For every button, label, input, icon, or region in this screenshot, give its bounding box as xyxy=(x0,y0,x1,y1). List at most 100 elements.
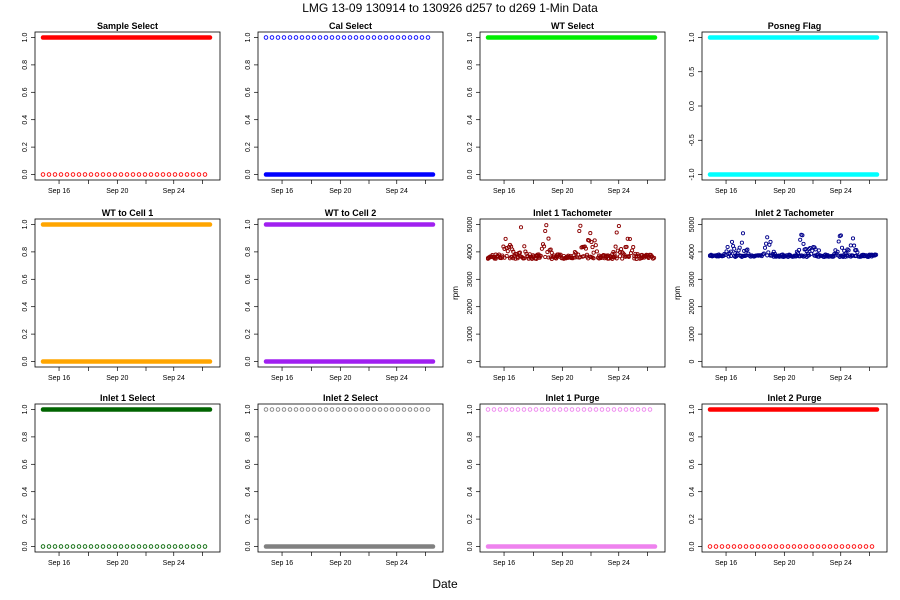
y-tick-label: 0.2 xyxy=(22,514,29,524)
data-point xyxy=(592,238,597,243)
data-point xyxy=(52,172,58,177)
y-tick-label: 0.0 xyxy=(22,542,29,552)
y-tick-label: 0.6 xyxy=(22,87,29,97)
data-point xyxy=(359,407,365,412)
plot-frame xyxy=(34,403,221,553)
data-point xyxy=(761,251,766,256)
data-point xyxy=(707,544,713,549)
data-point xyxy=(269,35,275,40)
y-tick-label: 0.2 xyxy=(22,142,29,152)
data-point xyxy=(106,172,112,177)
y-tick-label: 0.8 xyxy=(22,247,29,257)
data-point xyxy=(46,544,52,549)
data-point xyxy=(275,35,281,40)
x-tick-label: Sep 20 xyxy=(773,188,795,195)
y-tick-label: 0.0 xyxy=(689,542,696,552)
data-point xyxy=(485,407,491,412)
data-point xyxy=(160,544,166,549)
data-point xyxy=(112,544,118,549)
data-point xyxy=(76,544,82,549)
data-point xyxy=(614,256,619,261)
data-point xyxy=(178,172,184,177)
data-point xyxy=(545,407,551,412)
data-point xyxy=(383,35,389,40)
plot-frame xyxy=(479,403,666,553)
plot-frame xyxy=(34,218,221,368)
data-point xyxy=(845,544,851,549)
y-tick-label: 0.0 xyxy=(689,101,696,111)
data-point xyxy=(765,235,770,240)
panel-title: WT to Cell 1 xyxy=(102,208,154,218)
data-point xyxy=(762,245,768,250)
panel-12: Inlet 2 Purge 0.0 0.2 0.4 0.6 0.8 1.0 Sep 16 Sep… xyxy=(689,393,888,567)
data-point xyxy=(40,172,46,177)
data-point xyxy=(558,252,563,257)
data-point xyxy=(88,172,94,177)
data-point xyxy=(869,544,875,549)
data-point xyxy=(771,249,776,254)
plot-frame xyxy=(701,31,888,181)
data-point xyxy=(791,544,797,549)
data-point xyxy=(323,35,329,40)
data-point xyxy=(768,239,773,244)
data-point xyxy=(142,172,148,177)
data-point xyxy=(533,407,539,412)
data-point xyxy=(287,35,293,40)
data-point xyxy=(798,237,803,242)
y-tick-label: 0.8 xyxy=(22,60,29,70)
y-tick-label: 3000 xyxy=(689,271,696,287)
x-tick-label: Sep 24 xyxy=(163,375,185,382)
x-tick-label: Sep 24 xyxy=(386,188,408,195)
data-point xyxy=(623,407,629,412)
data-point xyxy=(190,172,196,177)
data-point xyxy=(172,172,178,177)
data-point xyxy=(329,407,335,412)
y-tick-label: 5000 xyxy=(689,217,696,233)
data-point xyxy=(785,544,791,549)
data-point xyxy=(100,544,106,549)
y-tick-label: 0.2 xyxy=(689,514,696,524)
x-tick-label: Sep 16 xyxy=(715,375,737,382)
data-point xyxy=(178,544,184,549)
y-tick-label: 1.0 xyxy=(689,405,696,415)
data-point xyxy=(804,249,809,254)
data-point xyxy=(70,544,76,549)
data-point xyxy=(549,250,554,255)
y-tick-label: 0.4 xyxy=(22,487,29,497)
data-point xyxy=(833,544,839,549)
y-tick-label: 0.2 xyxy=(467,514,474,524)
data-point xyxy=(742,248,747,253)
data-point xyxy=(515,407,521,412)
data-point xyxy=(590,245,595,250)
y-tick-label: 1.0 xyxy=(22,405,29,415)
y-tick-label: -0.5 xyxy=(689,134,696,146)
panel-title: Inlet 2 Select xyxy=(323,393,378,403)
data-point xyxy=(377,35,383,40)
x-tick-label: Sep 24 xyxy=(163,188,185,195)
data-point xyxy=(821,544,827,549)
data-point xyxy=(401,407,407,412)
y-tick-label: 1000 xyxy=(467,326,474,342)
panel-title: Sample Select xyxy=(97,21,158,31)
panel-10: Inlet 2 Select 0.0 0.2 0.4 0.6 0.8 1.0 Sep 16 Se… xyxy=(245,393,444,567)
data-point xyxy=(497,407,503,412)
y-tick-label: 0.8 xyxy=(689,432,696,442)
data-point xyxy=(504,253,509,259)
data-point xyxy=(546,255,551,260)
panel-title: WT to Cell 2 xyxy=(325,208,377,218)
data-point xyxy=(593,243,598,248)
x-tick-label: Sep 24 xyxy=(163,560,185,567)
data-point xyxy=(852,243,857,248)
y-tick-label: 0.0 xyxy=(245,170,252,180)
data-point xyxy=(839,544,845,549)
data-point xyxy=(749,544,755,549)
y-tick-label: 0.8 xyxy=(245,432,252,442)
y-tick-label: 0.6 xyxy=(245,459,252,469)
data-point xyxy=(353,35,359,40)
data-point xyxy=(341,35,347,40)
data-point xyxy=(732,246,737,251)
data-point xyxy=(136,544,142,549)
data-point xyxy=(839,245,845,250)
y-tick-label: 0.2 xyxy=(22,329,29,339)
y-tick-label: 0.4 xyxy=(245,302,252,312)
